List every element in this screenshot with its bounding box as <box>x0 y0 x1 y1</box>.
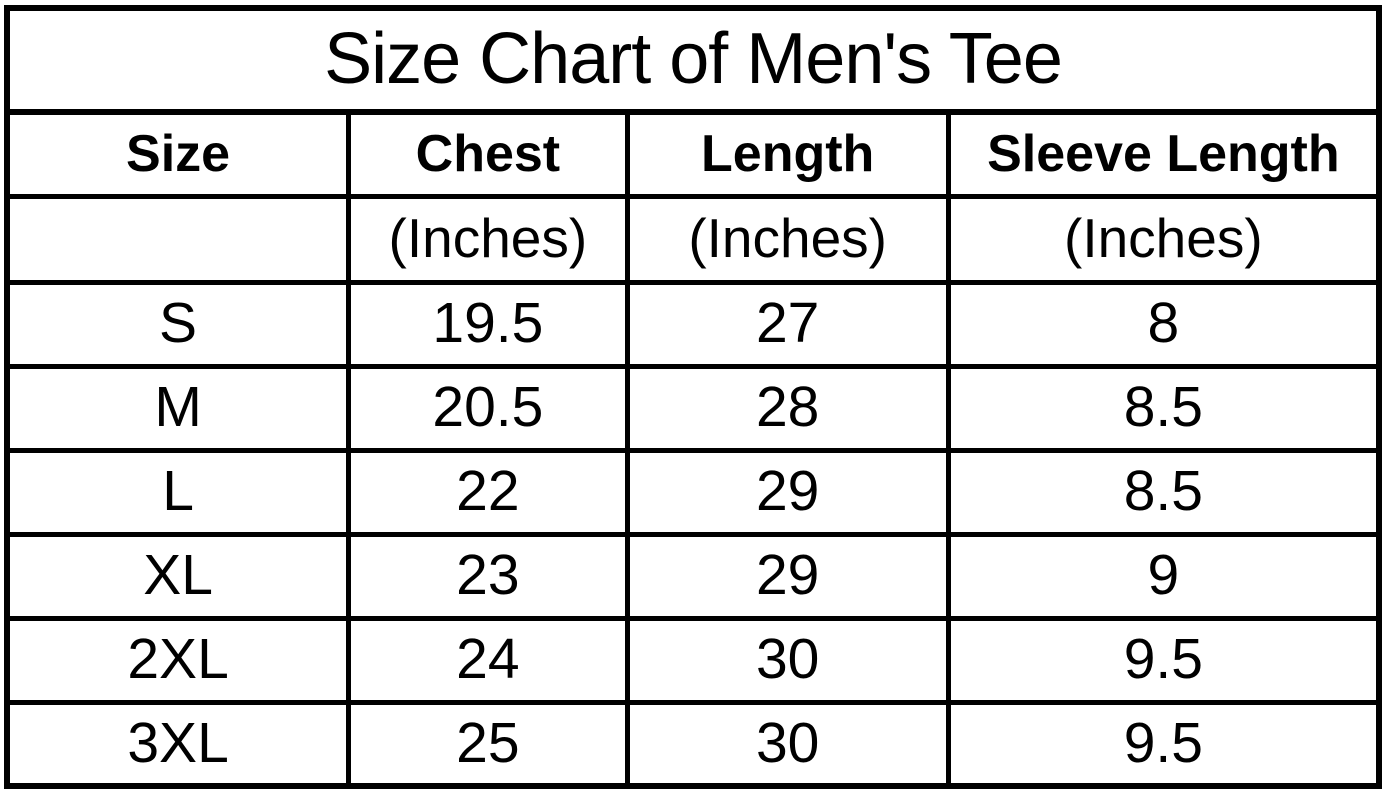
cell-size: XL <box>4 531 352 621</box>
cell-length: 30 <box>624 615 951 705</box>
table-row: 3XL 25 30 9.5 <box>4 699 1382 789</box>
cell-chest: 23 <box>346 531 630 621</box>
cell-chest: 19.5 <box>346 279 630 369</box>
column-header-length: Length <box>624 109 951 199</box>
cell-sleeve-length: 8.5 <box>945 447 1382 537</box>
unit-cell-length: (Inches) <box>624 193 951 285</box>
cell-sleeve-length: 9.5 <box>945 699 1382 789</box>
size-chart-table: Size Chart of Men's Tee Size Chest Lengt… <box>4 5 1382 789</box>
cell-chest: 20.5 <box>346 363 630 453</box>
cell-length: 29 <box>624 531 951 621</box>
title-row: Size Chart of Men's Tee <box>4 5 1382 115</box>
cell-length: 29 <box>624 447 951 537</box>
unit-cell-chest: (Inches) <box>346 193 630 285</box>
unit-cell-size <box>4 193 352 285</box>
cell-size: 2XL <box>4 615 352 705</box>
cell-size: M <box>4 363 352 453</box>
table-row: M 20.5 28 8.5 <box>4 363 1382 453</box>
cell-sleeve-length: 8 <box>945 279 1382 369</box>
cell-size: 3XL <box>4 699 352 789</box>
table-row: XL 23 29 9 <box>4 531 1382 621</box>
cell-length: 28 <box>624 363 951 453</box>
column-header-sleeve-length: Sleeve Length <box>945 109 1382 199</box>
chart-title: Size Chart of Men's Tee <box>4 5 1382 115</box>
cell-size: S <box>4 279 352 369</box>
header-row: Size Chest Length Sleeve Length <box>4 109 1382 199</box>
unit-cell-sleeve-length: (Inches) <box>945 193 1382 285</box>
column-header-size: Size <box>4 109 352 199</box>
cell-chest: 24 <box>346 615 630 705</box>
cell-sleeve-length: 9 <box>945 531 1382 621</box>
cell-chest: 22 <box>346 447 630 537</box>
table-row: L 22 29 8.5 <box>4 447 1382 537</box>
cell-size: L <box>4 447 352 537</box>
unit-row: (Inches) (Inches) (Inches) <box>4 193 1382 285</box>
column-header-chest: Chest <box>346 109 630 199</box>
table-row: 2XL 24 30 9.5 <box>4 615 1382 705</box>
cell-chest: 25 <box>346 699 630 789</box>
table-row: S 19.5 27 8 <box>4 279 1382 369</box>
cell-sleeve-length: 9.5 <box>945 615 1382 705</box>
cell-sleeve-length: 8.5 <box>945 363 1382 453</box>
cell-length: 30 <box>624 699 951 789</box>
cell-length: 27 <box>624 279 951 369</box>
